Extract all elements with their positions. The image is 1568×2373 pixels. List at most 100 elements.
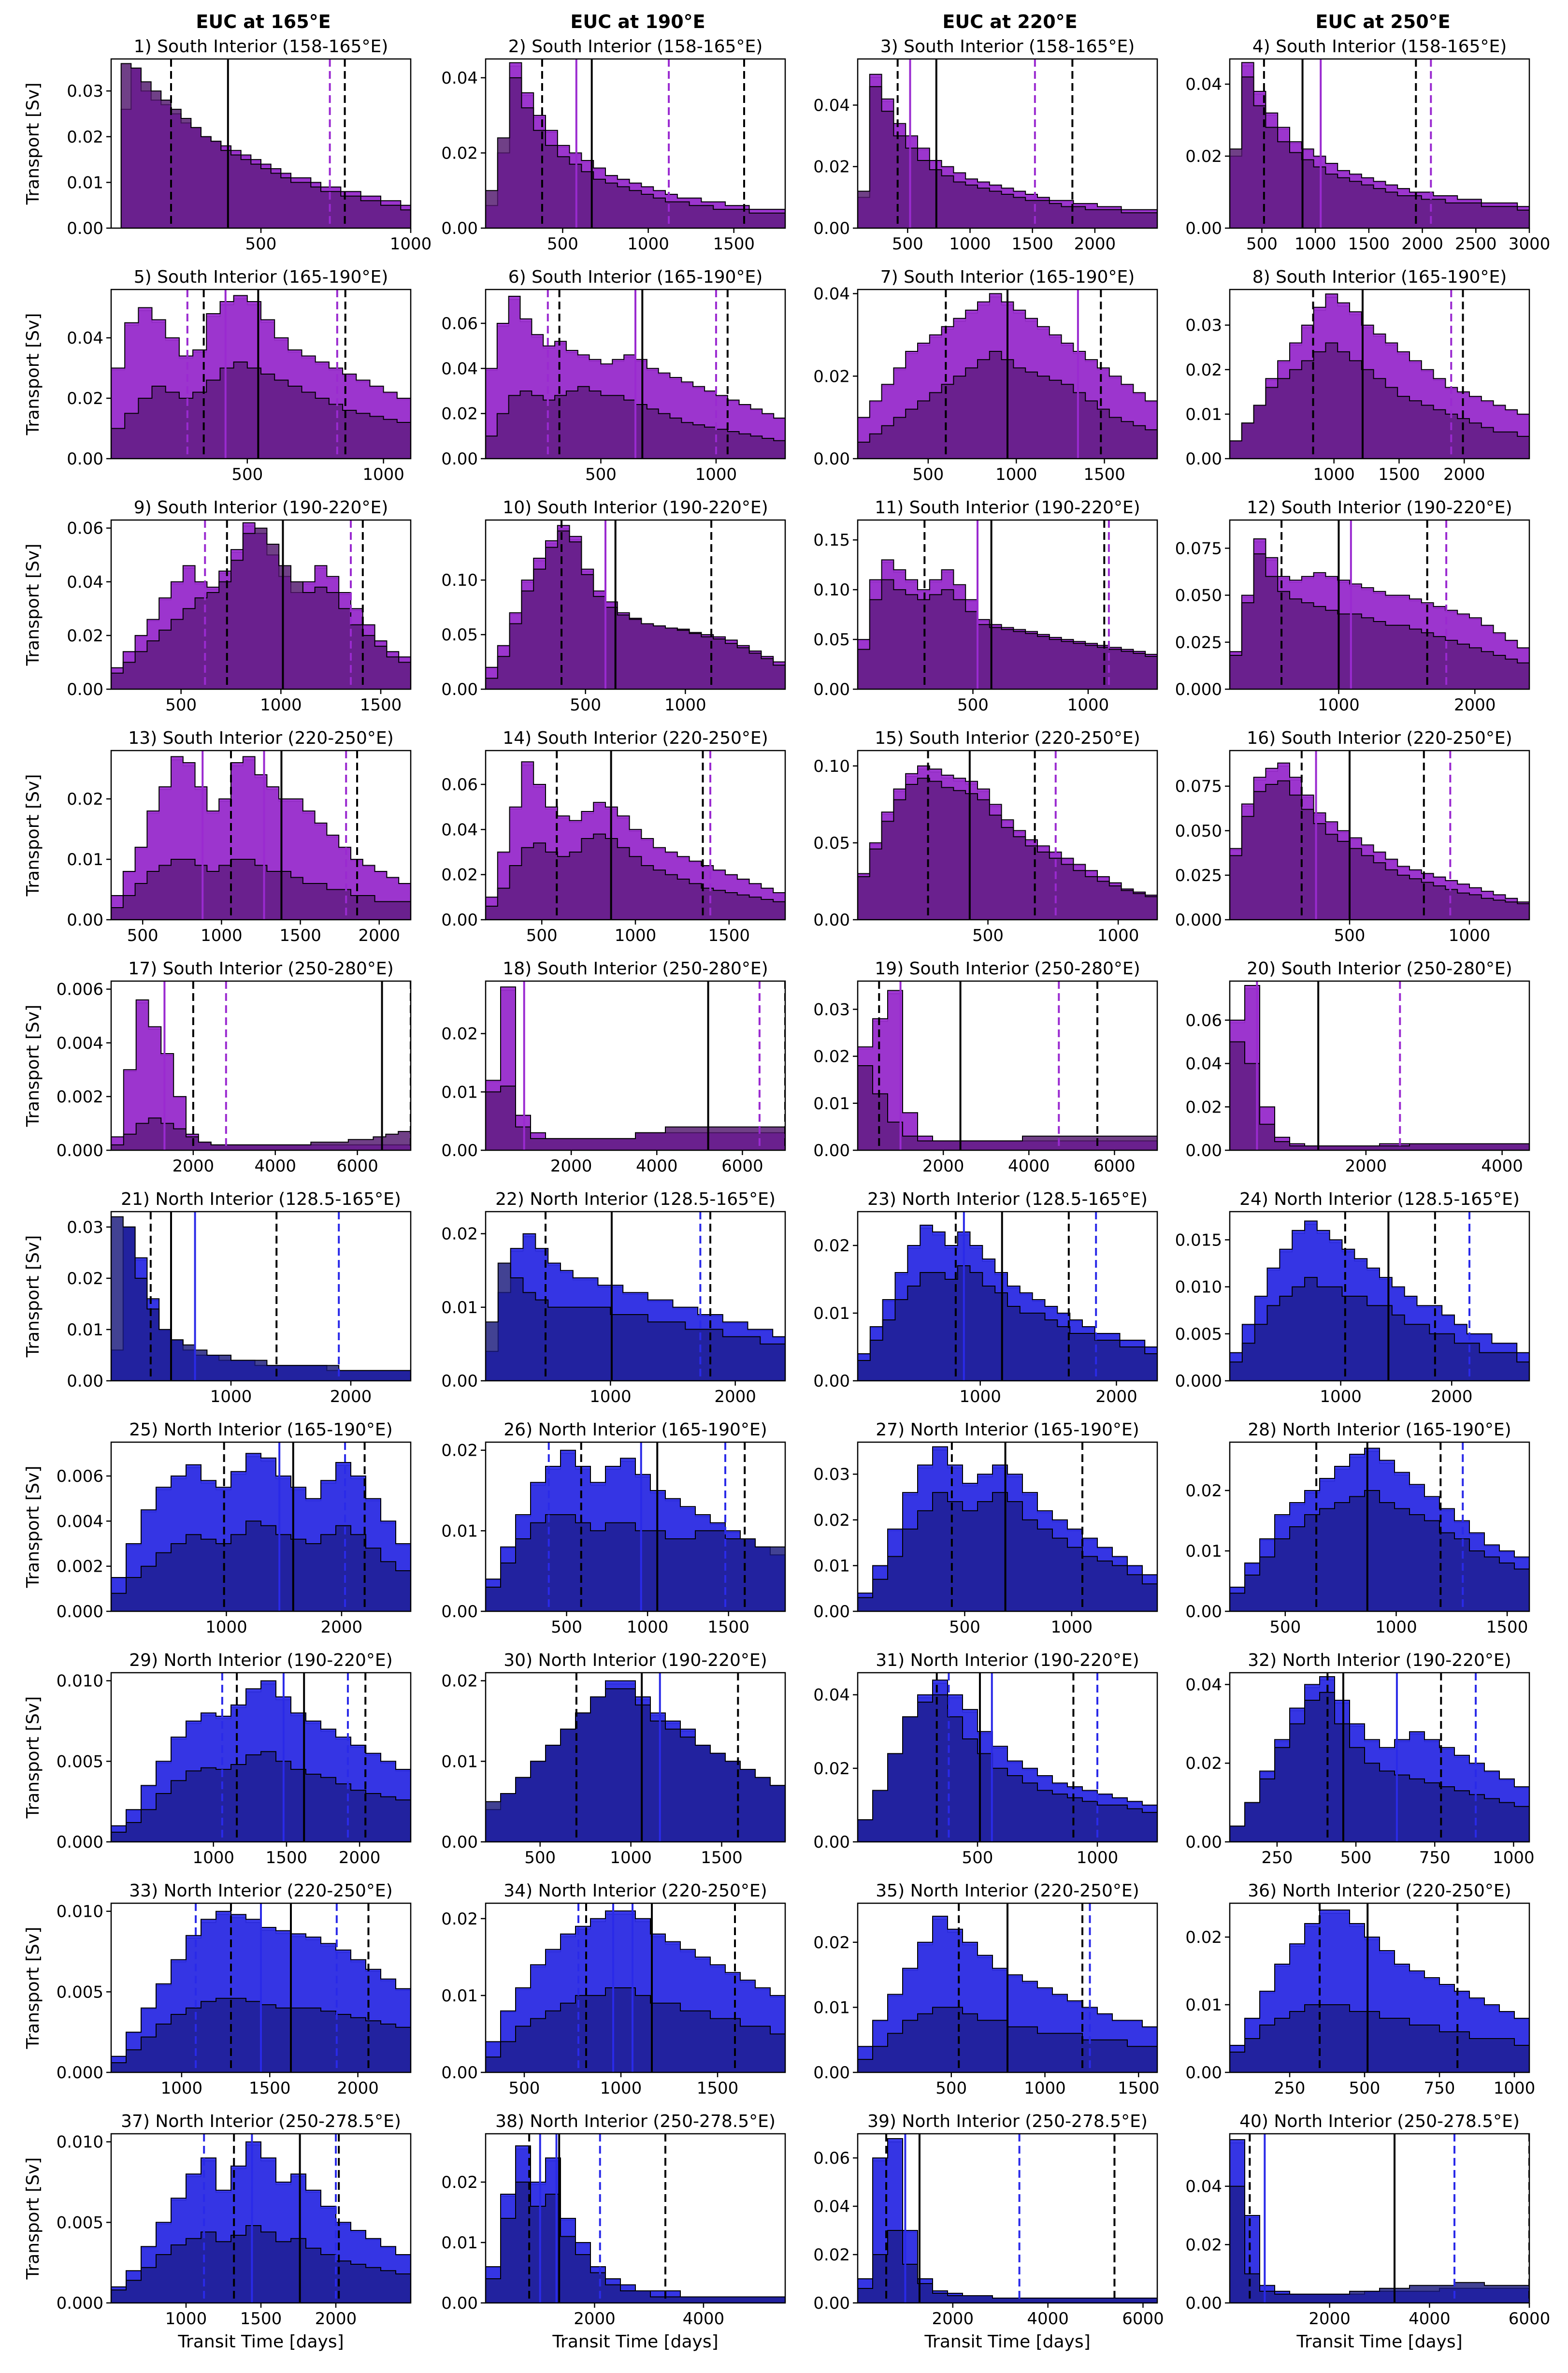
x-tick-label: 500 <box>524 1848 556 1867</box>
y-tick-label: 0.00 <box>1185 219 1222 238</box>
histogram-lower <box>1230 1041 1529 1150</box>
panel-title: 34) North Interior (220-250°E) <box>503 1881 767 1901</box>
axes-frame <box>110 519 412 690</box>
y-tick-label: 0.050 <box>1175 586 1222 606</box>
x-tick-label: 1500 <box>697 2079 739 2098</box>
column-header-1: EUC at 165°E <box>196 11 331 32</box>
plot-area <box>858 981 1157 1150</box>
panel-title: 23) North Interior (128.5-165°E) <box>867 1189 1148 1209</box>
panel-title: 4) South Interior (158-165°E) <box>1252 37 1507 57</box>
panel-title: 13) South Interior (220-250°E) <box>128 728 393 748</box>
y-tick-label: 0.02 <box>1185 1098 1222 1117</box>
histogram-lower <box>1230 342 1529 459</box>
x-tick-label: 1000 <box>1295 234 1337 254</box>
x-tick-label: 500 <box>570 695 601 715</box>
plot-area <box>858 2134 1157 2303</box>
x-tick-label: 4000 <box>1481 1157 1523 1176</box>
panel-25: 25) North Interior (165-190°E) 0.000 0.002… <box>23 1420 412 1637</box>
y-axis-label: Transport [Sv] <box>23 1005 43 1128</box>
panel-title: 12) South Interior (190-220°E) <box>1247 498 1512 518</box>
plot-area <box>111 289 411 459</box>
panel-title: 29) North Interior (190-220°E) <box>129 1650 392 1670</box>
x-tick-label: 1000 <box>664 695 706 715</box>
x-tick-label: 1000 <box>590 1387 632 1406</box>
x-tick-label: 1000 <box>995 465 1037 484</box>
histogram-lower <box>858 2230 1157 2303</box>
y-tick-label: 0.03 <box>67 1218 103 1237</box>
panel-4: 4) South Interior (158-165°E) 0.00 0.02 0.0… <box>1185 37 1550 254</box>
panel-title: 14) South Interior (220-250°E) <box>503 728 768 748</box>
y-tick-label: 0.01 <box>813 1998 850 2017</box>
y-tick-label: 0.03 <box>1185 316 1222 335</box>
x-tick-label: 750 <box>1424 2079 1455 2098</box>
x-tick-label: 2000 <box>358 926 400 945</box>
x-tick-label: 500 <box>165 695 197 715</box>
plot-area <box>486 1212 785 1381</box>
histogram-lower <box>858 86 1157 228</box>
x-tick-label: 1500 <box>708 926 750 945</box>
y-tick-label: 0.06 <box>67 519 103 538</box>
x-tick-label: 2000 <box>321 1618 363 1637</box>
x-tick-label: 1000 <box>192 1848 234 1867</box>
x-tick-label: 4000 <box>636 1157 678 1176</box>
histogram-lower <box>111 527 411 689</box>
x-tick-label: 1500 <box>713 234 755 254</box>
y-tick-label: 0.00 <box>813 449 850 469</box>
axes-frame <box>857 1902 1158 2073</box>
y-tick-label: 0.02 <box>67 389 103 408</box>
y-tick-label: 0.00 <box>813 219 850 238</box>
axes-frame <box>110 980 412 1151</box>
panel-2: 2) South Interior (158-165°E) 0.00 0.02 0.0… <box>441 37 786 254</box>
x-tick-label: 1500 <box>701 1848 743 1867</box>
plot-area <box>111 1212 411 1381</box>
axes-frame <box>1229 289 1530 460</box>
y-tick-label: 0.02 <box>813 1511 850 1530</box>
histogram-lower <box>486 1987 785 2072</box>
y-tick-label: 0.04 <box>441 820 478 839</box>
panel-35: 35) North Interior (220-250°E) 0.00 0.01 0.… <box>813 1881 1159 2098</box>
y-tick-label: 0.02 <box>813 1236 850 1256</box>
plot-area <box>486 1673 785 1842</box>
panel-title: 5) South Interior (165-190°E) <box>134 267 388 287</box>
y-tick-label: 0.00 <box>1185 1833 1222 1852</box>
y-tick-label: 0.05 <box>813 630 850 650</box>
y-tick-label: 0.01 <box>67 1320 103 1340</box>
panel-31: 31) North Interior (190-220°E) 0.00 0.02 0.… <box>813 1650 1158 1867</box>
y-tick-label: 0.02 <box>441 405 478 424</box>
panel-18: 18) South Interior (250-280°E) 0.00 0.01 0.… <box>441 959 786 1176</box>
y-tick-label: 0.00 <box>441 449 478 469</box>
y-tick-label: 0.15 <box>813 531 850 550</box>
panel-title: 25) North Interior (165-190°E) <box>129 1420 392 1440</box>
x-tick-label: 500 <box>1349 2079 1381 2098</box>
x-tick-label: 6000 <box>1122 2309 1164 2329</box>
plot-area <box>1230 520 1529 689</box>
y-axis-label: Transport [Sv] <box>23 313 43 436</box>
x-tick-label: 1000 <box>627 1618 669 1637</box>
panel-title: 20) South Interior (250-280°E) <box>1247 959 1512 979</box>
plot-area <box>486 1903 785 2072</box>
x-tick-label: 500 <box>949 1618 980 1637</box>
x-tick-label: 1000 <box>362 465 404 484</box>
panel-40: 40) North Interior (250-278.5°E) 0.00 0.02… <box>1185 2112 1550 2352</box>
panel-title: 32) North Interior (190-220°E) <box>1248 1650 1511 1670</box>
x-tick-label: 2000 <box>550 1157 592 1176</box>
y-tick-label: 0.02 <box>813 2245 850 2265</box>
histogram-lower <box>858 1694 1157 1842</box>
y-tick-label: 0.04 <box>813 285 850 304</box>
y-tick-label: 0.04 <box>1185 2177 1222 2197</box>
x-tick-label: 500 <box>1340 1848 1372 1867</box>
panel-34: 34) North Interior (220-250°E) 0.00 0.01 0.… <box>441 1881 786 2098</box>
y-tick-label: 0.00 <box>441 1141 478 1160</box>
panel-title: 28) North Interior (165-190°E) <box>1248 1420 1511 1440</box>
y-tick-label: 0.02 <box>813 158 850 177</box>
y-tick-label: 0.02 <box>67 1269 103 1288</box>
y-tick-label: 0.010 <box>57 1902 103 1922</box>
plot-area <box>1230 1442 1529 1611</box>
x-tick-label: 500 <box>547 234 578 254</box>
panel-8: 8) South Interior (165-190°E) 0.00 0.01 0.0… <box>1185 267 1530 484</box>
histogram-lower <box>1230 1490 1529 1611</box>
y-tick-label: 0.006 <box>57 980 103 999</box>
x-tick-label: 1000 <box>390 234 432 254</box>
panel-20: 20) South Interior (250-280°E) 0.00 0.02 0.… <box>1185 959 1530 1176</box>
y-tick-label: 0.005 <box>57 1982 103 2002</box>
